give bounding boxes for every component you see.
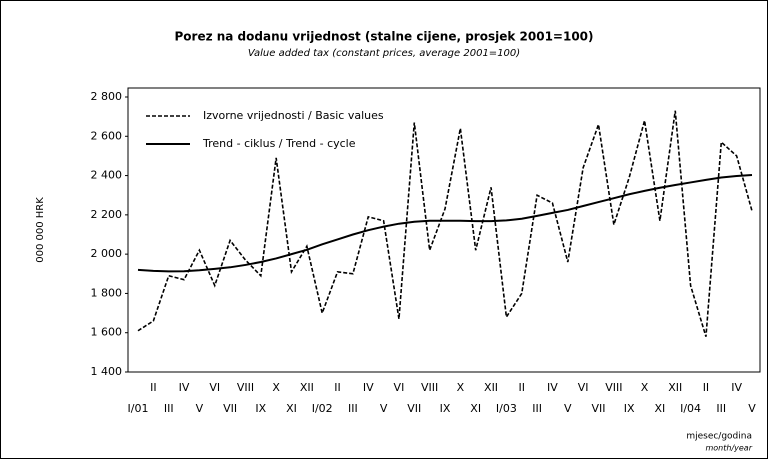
x-tick-label: VI [209, 381, 220, 394]
x-tick-label: II [150, 381, 157, 394]
x-tick-label: VI [394, 381, 405, 394]
x-tick-label: XII [668, 381, 682, 394]
x-tick-label: VIII [605, 381, 622, 394]
x-tick-label: V [196, 402, 204, 415]
x-tick-label: X [457, 381, 465, 394]
x-tick-label: I/04 [680, 402, 701, 415]
x-tick-label: X [641, 381, 649, 394]
x-tick-label: III [164, 402, 174, 415]
x-tick-label: I/01 [128, 402, 149, 415]
x-tick-label: II [334, 381, 341, 394]
y-tick-label: 2 600 [91, 129, 123, 142]
y-tick-label: 1 600 [91, 326, 123, 339]
x-tick-label: IV [731, 381, 742, 394]
y-tick-label: 1 400 [91, 365, 123, 378]
x-tick-label: II [519, 381, 526, 394]
series-line [137, 110, 753, 337]
x-tick-label: III [532, 402, 542, 415]
chart-subtitle: Value added tax (constant prices, averag… [248, 48, 520, 59]
x-tick-label: V [380, 402, 388, 415]
y-tick-label: 2 400 [91, 169, 123, 182]
chart-title: Porez na dodanu vrijednost (stalne cijen… [174, 30, 593, 44]
x-tick-label: VII [407, 402, 421, 415]
x-tick-label: IV [179, 381, 190, 394]
x-tick-label: VIII [237, 381, 254, 394]
x-tick-label: III [716, 402, 726, 415]
x-tick-label: I/03 [496, 402, 517, 415]
x-tick-label: VI [578, 381, 589, 394]
legend-label: Izvorne vrijednosti / Basic values [203, 109, 384, 122]
x-tick-label: VIII [421, 381, 438, 394]
x-tick-label: V [564, 402, 572, 415]
y-tick-label: 2 800 [91, 90, 123, 103]
x-tick-label: VII [591, 402, 605, 415]
x-axis-label-en: month/year [705, 444, 752, 453]
series-line [137, 173, 753, 273]
x-tick-label: XII [300, 381, 314, 394]
legend-label: Trend - ciklus / Trend - cycle [202, 137, 356, 150]
x-tick-label: VII [223, 402, 237, 415]
x-tick-label: IX [255, 402, 266, 415]
x-tick-label: XI [286, 402, 297, 415]
x-axis-label: mjesec/godina [686, 432, 752, 442]
x-tick-label: II [703, 381, 710, 394]
x-tick-label: V [748, 402, 756, 415]
x-tick-label: IX [624, 402, 635, 415]
x-tick-label: III [348, 402, 358, 415]
x-tick-label: X [272, 381, 280, 394]
y-tick-label: 2 200 [91, 208, 123, 221]
x-tick-label: IV [547, 381, 558, 394]
x-tick-label: IV [363, 381, 374, 394]
x-tick-label: XII [484, 381, 498, 394]
x-tick-label: XI [655, 402, 666, 415]
x-tick-label: IX [440, 402, 451, 415]
x-tick-label: I/02 [312, 402, 333, 415]
x-tick-label: XI [470, 402, 481, 415]
y-tick-label: 1 800 [91, 286, 123, 299]
y-axis-label: 000 000 HRK [35, 197, 46, 263]
y-tick-label: 2 000 [91, 247, 123, 260]
plot-area [127, 87, 761, 373]
